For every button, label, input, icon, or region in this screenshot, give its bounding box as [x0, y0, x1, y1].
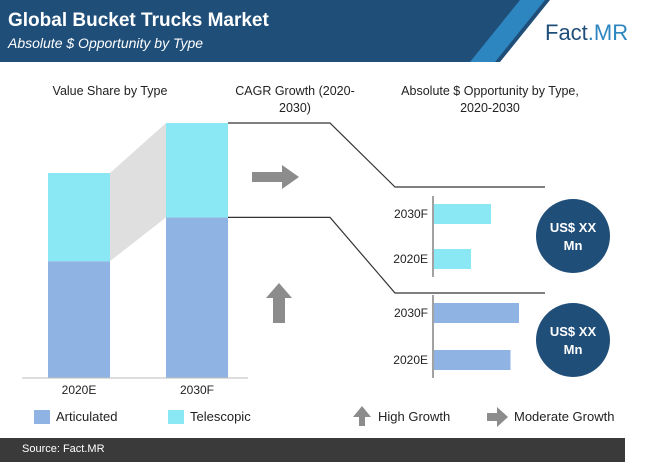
connector-line-articulated	[228, 216, 545, 294]
hbar-articulated-2030F	[434, 303, 519, 323]
callout-circle-articulated	[536, 303, 610, 377]
bar-telescopic-2030F	[166, 123, 228, 218]
moderate-growth-arrow-icon	[252, 165, 299, 189]
y-tick-telescopic-2030F: 2030F	[394, 207, 428, 221]
bar-articulated-2030F	[166, 217, 228, 378]
connector-line-telescopic	[228, 122, 545, 188]
brand-logo: Fact.MR	[545, 20, 629, 45]
x-tick-2030F: 2030F	[180, 383, 214, 397]
value-share-heading: Value Share by Type	[52, 84, 168, 98]
callout-circle-telescopic	[536, 199, 610, 273]
header-stripes	[470, 0, 650, 62]
legend-label-articulated: Articulated	[56, 409, 117, 424]
hbar-telescopic-2030F	[434, 204, 491, 224]
high-growth-arrow-icon	[266, 283, 292, 323]
opportunity-heading: Absolute $ Opportunity by Type, 2020-203…	[401, 84, 579, 115]
source-note: Source: Fact.MR	[22, 443, 105, 455]
callout-text-line1-articulated: US$ XX	[550, 324, 597, 339]
chart-subtitle: Absolute $ Opportunity by Type	[8, 35, 204, 51]
chart-canvas: 2020E 2030F 2030F 2020E US$ XX Mn 2030F 2020E US…	[22, 122, 614, 427]
callout-text-line2-telescopic: Mn	[564, 238, 583, 253]
callout-text-line1-telescopic: US$ XX	[550, 220, 597, 235]
bar-telescopic-2020E	[48, 173, 110, 262]
legend-label-telescopic: Telescopic	[190, 409, 251, 424]
y-tick-telescopic-2020E: 2020E	[393, 252, 428, 266]
callout-text-line2-articulated: Mn	[564, 342, 583, 357]
chart-title: Global Bucket Trucks Market	[8, 10, 269, 31]
legend-label-moderate-growth: Moderate Growth	[514, 409, 614, 424]
header-banner: Global Bucket Trucks Market Absolute $ O…	[0, 0, 650, 62]
hbar-telescopic-2020E	[434, 249, 472, 269]
y-tick-articulated-2030F: 2030F	[394, 306, 428, 320]
hbar-articulated-2020E	[434, 350, 511, 370]
y-tick-articulated-2020E: 2020E	[393, 353, 428, 367]
share-connector-band	[110, 123, 166, 262]
footer-bar: Source: Fact.MR	[0, 438, 625, 462]
legend-high-growth-arrow-icon	[353, 406, 371, 426]
legend-swatch-telescopic	[168, 410, 184, 424]
legend-label-high-growth: High Growth	[378, 409, 450, 424]
legend-moderate-growth-arrow-icon	[487, 407, 508, 427]
x-tick-2020E: 2020E	[62, 383, 97, 397]
legend-swatch-articulated	[34, 410, 50, 424]
cagr-heading: CAGR Growth (2020-2030)	[235, 84, 355, 115]
bar-articulated-2020E	[48, 261, 110, 378]
